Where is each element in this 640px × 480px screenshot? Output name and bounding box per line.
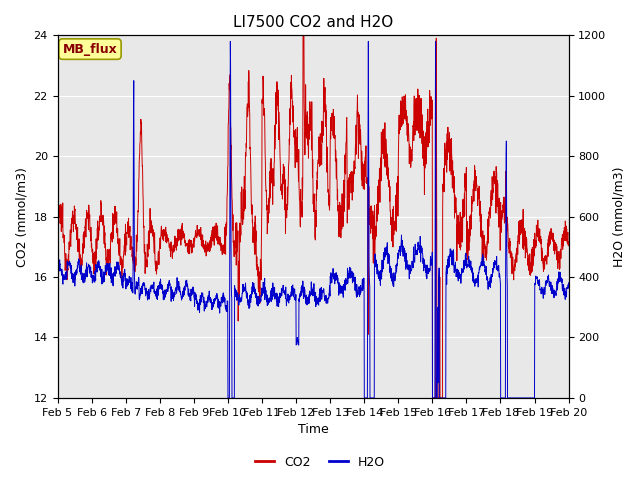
X-axis label: Time: Time	[298, 423, 328, 436]
CO2	[429, 395, 436, 401]
CO2	[196, 234, 204, 240]
H2O	[520, 395, 528, 401]
H2O	[534, 279, 542, 285]
H2O	[224, 395, 232, 401]
Title: LI7500 CO2 and H2O: LI7500 CO2 and H2O	[233, 15, 393, 30]
CO2	[54, 229, 61, 235]
Line: CO2: CO2	[58, 20, 568, 398]
CO2	[564, 239, 572, 244]
Y-axis label: H2O (mmol/m3): H2O (mmol/m3)	[612, 167, 625, 267]
H2O	[227, 38, 234, 44]
CO2	[328, 111, 335, 117]
H2O	[54, 263, 61, 269]
H2O	[328, 280, 336, 286]
CO2	[462, 177, 470, 182]
CO2	[300, 17, 307, 23]
Text: MB_flux: MB_flux	[63, 43, 117, 56]
H2O	[564, 280, 572, 286]
H2O	[339, 288, 347, 293]
H2O	[196, 302, 204, 308]
CO2	[534, 233, 542, 239]
Y-axis label: CO2 (mmol/m3): CO2 (mmol/m3)	[15, 167, 28, 266]
CO2	[339, 200, 347, 206]
H2O	[462, 263, 470, 269]
Legend: CO2, H2O: CO2, H2O	[250, 451, 390, 474]
CO2	[520, 225, 528, 231]
Line: H2O: H2O	[58, 41, 568, 398]
